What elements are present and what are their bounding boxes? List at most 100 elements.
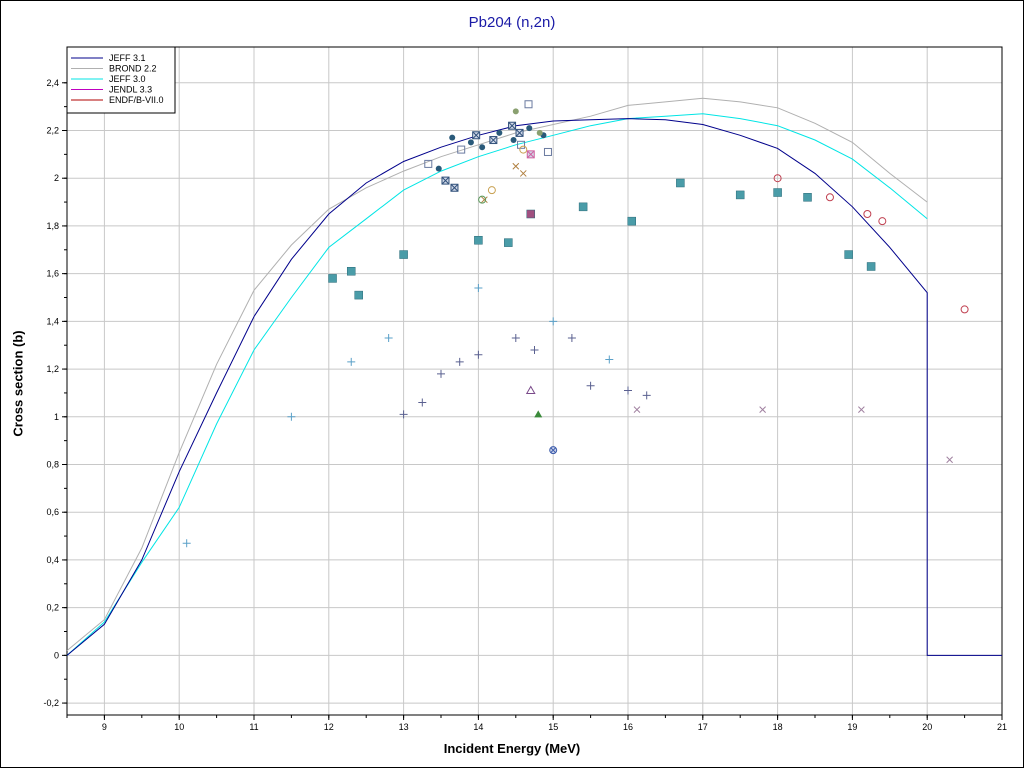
data-point (866, 262, 876, 271)
data-point (399, 250, 408, 259)
data-point (435, 165, 442, 172)
data-point (526, 209, 536, 219)
data-point (519, 170, 527, 177)
data-point (474, 283, 483, 292)
data-point (624, 386, 632, 395)
x-tick-label: 10 (174, 722, 184, 732)
series-lines (66, 97, 1002, 656)
data-point (510, 137, 517, 144)
data-point (773, 174, 782, 183)
x-axis-label: Incident Energy (MeV) (443, 741, 581, 756)
data-point (449, 134, 456, 141)
data-point (735, 190, 745, 200)
data-point (863, 210, 872, 218)
legend-label: JENDL 3.3 (109, 85, 152, 95)
data-point (354, 290, 363, 300)
plot-border (66, 46, 1003, 716)
data-point (526, 125, 533, 132)
data-point (496, 129, 503, 136)
x-tick-label: 11 (249, 722, 258, 732)
data-point (858, 406, 865, 413)
x-tick-label: 13 (399, 722, 409, 732)
axis-ticks: 9 10 11 12 13 14 15 16 17 18 19 20 21-0,200,20,40,60… (43, 78, 1007, 732)
data-point (525, 385, 536, 395)
x-tick-label: 21 (997, 722, 1007, 732)
y-tick-label: 0,2 (46, 603, 59, 613)
x-tick-label: 15 (548, 722, 558, 732)
y-tick-label: 1,8 (46, 221, 59, 231)
y-tick-label: -0,2 (43, 698, 59, 708)
x-tick-label: 14 (473, 722, 483, 732)
data-point-mark (472, 131, 480, 139)
data-point (759, 406, 766, 413)
data-point (512, 108, 519, 115)
data-point-mark (451, 184, 458, 192)
data-point-mark (490, 136, 497, 144)
data-point (549, 317, 558, 326)
legend-label: BROND 2.2 (109, 64, 157, 74)
data-point (437, 369, 445, 378)
data-point (586, 381, 595, 390)
data-point (399, 410, 408, 419)
data-point (346, 267, 356, 276)
data-point (960, 305, 969, 314)
data-point (946, 456, 953, 464)
data-point (347, 357, 356, 366)
data-point (511, 334, 520, 343)
y-tick-label: 2 (54, 173, 59, 183)
data-point (878, 217, 887, 226)
series-line-jeff-3-0 (66, 113, 928, 656)
data-point (578, 202, 588, 212)
y-tick-label: 0,8 (46, 460, 59, 470)
chart-title: Pb204 (n,2n) (468, 14, 556, 31)
experimental-points (182, 100, 969, 548)
data-point (474, 350, 483, 359)
data-point (384, 334, 393, 343)
data-point (633, 406, 641, 413)
x-tick-label: 19 (847, 722, 857, 732)
y-tick-label: 0 (54, 650, 59, 660)
data-point (524, 100, 533, 109)
data-point (676, 178, 685, 188)
x-tick-label: 9 (102, 722, 107, 732)
x-tick-label: 18 (773, 722, 783, 732)
y-tick-label: 2,2 (46, 126, 59, 136)
data-point-mark (516, 129, 523, 137)
data-point-mark (508, 122, 516, 130)
data-point (478, 195, 487, 204)
data-point (479, 144, 486, 151)
data-point (773, 188, 782, 197)
data-point (328, 274, 337, 283)
data-point (287, 412, 296, 421)
x-tick-label: 17 (698, 722, 708, 732)
data-point (481, 196, 488, 204)
data-point (543, 147, 552, 156)
y-tick-label: 1,2 (46, 364, 59, 374)
data-point (530, 345, 539, 354)
y-tick-label: 1,6 (46, 269, 59, 279)
legend-label: ENDF/B-VII.0 (109, 95, 164, 105)
data-point (424, 159, 433, 168)
data-point (825, 193, 834, 202)
x-tick-label: 16 (623, 722, 633, 732)
data-point-mark (442, 177, 449, 184)
data-point (567, 334, 576, 343)
data-point (844, 250, 853, 259)
data-point (487, 186, 496, 195)
y-tick-label: 0,6 (46, 507, 59, 517)
series-line-brond-2-2 (66, 97, 928, 651)
data-point-mark (550, 447, 557, 454)
y-tick-label: 2,4 (46, 78, 59, 88)
data-point (182, 539, 191, 548)
series-line-jeff-3-1 (66, 118, 1002, 656)
data-point (519, 145, 528, 154)
y-tick-label: 1 (54, 412, 59, 422)
data-point (512, 162, 520, 170)
data-point (457, 145, 466, 154)
legend-label: JEFF 3.0 (109, 74, 146, 84)
data-point (467, 139, 474, 146)
data-point (534, 410, 543, 418)
x-tick-label: 20 (922, 722, 932, 732)
